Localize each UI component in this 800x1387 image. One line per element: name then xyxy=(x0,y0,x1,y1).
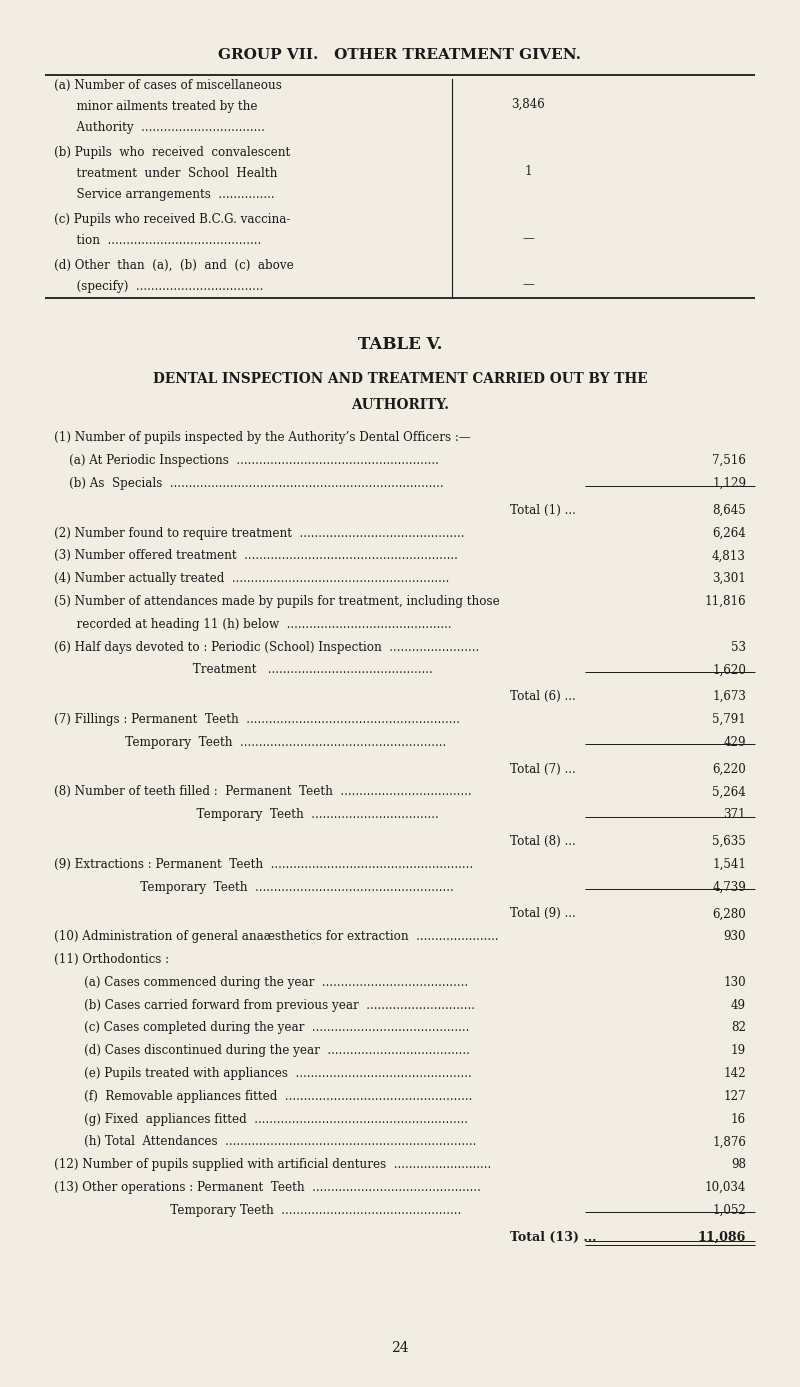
Text: DENTAL INSPECTION AND TREATMENT CARRIED OUT BY THE: DENTAL INSPECTION AND TREATMENT CARRIED … xyxy=(153,372,647,387)
Text: Temporary  Teeth  .......................................................: Temporary Teeth ........................… xyxy=(54,735,446,749)
Text: —: — xyxy=(522,232,534,244)
Text: 10,034: 10,034 xyxy=(705,1180,746,1194)
Text: Total (13) ...: Total (13) ... xyxy=(510,1230,597,1244)
Text: (10) Administration of general anaæsthetics for extraction  ....................: (10) Administration of general anaæsthet… xyxy=(54,931,498,943)
Text: (b) Cases carried forward from previous year  .............................: (b) Cases carried forward from previous … xyxy=(54,999,475,1011)
Text: Service arrangements  ...............: Service arrangements ............... xyxy=(54,189,274,201)
Text: 1,052: 1,052 xyxy=(712,1204,746,1216)
Text: 19: 19 xyxy=(731,1044,746,1057)
Text: 7,516: 7,516 xyxy=(712,454,746,467)
Text: (b) Pupils  who  received  convalescent: (b) Pupils who received convalescent xyxy=(54,146,290,160)
Text: Temporary  Teeth  .....................................................: Temporary Teeth ........................… xyxy=(54,881,454,893)
Text: 1,541: 1,541 xyxy=(712,857,746,871)
Text: 1,673: 1,673 xyxy=(712,691,746,703)
Text: (specify)  ..................................: (specify) ..............................… xyxy=(54,280,263,293)
Text: Temporary Teeth  ................................................: Temporary Teeth ........................… xyxy=(54,1204,462,1216)
Text: —: — xyxy=(522,277,534,291)
Text: (a) At Periodic Inspections  ...................................................: (a) At Periodic Inspections ............… xyxy=(54,454,439,467)
Text: 24: 24 xyxy=(391,1341,409,1355)
Text: GROUP VII.   OTHER TREATMENT GIVEN.: GROUP VII. OTHER TREATMENT GIVEN. xyxy=(218,49,582,62)
Text: tion  .........................................: tion ...................................… xyxy=(54,234,262,247)
Text: 6,220: 6,220 xyxy=(712,763,746,775)
Text: 1,876: 1,876 xyxy=(712,1136,746,1148)
Text: (8) Number of teeth filled :  Permanent  Teeth  ................................: (8) Number of teeth filled : Permanent T… xyxy=(54,785,472,799)
Text: Authority  .................................: Authority ..............................… xyxy=(54,121,265,135)
Text: 6,280: 6,280 xyxy=(712,907,746,921)
Text: 6,264: 6,264 xyxy=(712,527,746,540)
Text: minor ailments treated by the: minor ailments treated by the xyxy=(54,100,258,112)
Text: 130: 130 xyxy=(723,975,746,989)
Text: (11) Orthodontics :: (11) Orthodontics : xyxy=(54,953,169,965)
Text: AUTHORITY.: AUTHORITY. xyxy=(351,398,449,412)
Text: Total (6) ...: Total (6) ... xyxy=(510,691,576,703)
Text: TABLE V.: TABLE V. xyxy=(358,336,442,354)
Text: 5,791: 5,791 xyxy=(712,713,746,725)
Text: 3,846: 3,846 xyxy=(511,97,545,111)
Text: (a) Cases commenced during the year  .......................................: (a) Cases commenced during the year ....… xyxy=(54,975,468,989)
Text: 930: 930 xyxy=(723,931,746,943)
Text: (d) Other  than  (a),  (b)  and  (c)  above: (d) Other than (a), (b) and (c) above xyxy=(54,259,294,272)
Text: (9) Extractions : Permanent  Teeth  ............................................: (9) Extractions : Permanent Teeth ......… xyxy=(54,857,473,871)
Text: 4,813: 4,813 xyxy=(712,549,746,562)
Text: 1,129: 1,129 xyxy=(712,477,746,490)
Text: (7) Fillings : Permanent  Teeth  ...............................................: (7) Fillings : Permanent Teeth .........… xyxy=(54,713,460,725)
Text: 5,264: 5,264 xyxy=(712,785,746,799)
Text: (12) Number of pupils supplied with artificial dentures  .......................: (12) Number of pupils supplied with arti… xyxy=(54,1158,491,1171)
Text: (3) Number offered treatment  ..................................................: (3) Number offered treatment ...........… xyxy=(54,549,458,562)
Text: (e) Pupils treated with appliances  ............................................: (e) Pupils treated with appliances .....… xyxy=(54,1067,472,1080)
Text: (4) Number actually treated  ...................................................: (4) Number actually treated ............… xyxy=(54,571,450,585)
Text: (d) Cases discontinued during the year  ......................................: (d) Cases discontinued during the year .… xyxy=(54,1044,470,1057)
Text: (c) Pupils who received B.C.G. vaccina-: (c) Pupils who received B.C.G. vaccina- xyxy=(54,214,290,226)
Text: 429: 429 xyxy=(723,735,746,749)
Text: 16: 16 xyxy=(731,1112,746,1125)
Text: 53: 53 xyxy=(731,641,746,653)
Text: Total (9) ...: Total (9) ... xyxy=(510,907,576,921)
Text: 82: 82 xyxy=(731,1021,746,1035)
Text: (13) Other operations : Permanent  Teeth  ......................................: (13) Other operations : Permanent Teeth … xyxy=(54,1180,481,1194)
Text: Total (1) ...: Total (1) ... xyxy=(510,503,576,517)
Text: treatment  under  School  Health: treatment under School Health xyxy=(54,166,278,180)
Text: (5) Number of attendances made by pupils for treatment, including those: (5) Number of attendances made by pupils… xyxy=(54,595,500,608)
Text: (c) Cases completed during the year  ..........................................: (c) Cases completed during the year ....… xyxy=(54,1021,470,1035)
Text: 127: 127 xyxy=(723,1090,746,1103)
Text: 11,086: 11,086 xyxy=(698,1230,746,1244)
Text: Total (8) ...: Total (8) ... xyxy=(510,835,576,847)
Text: (f)  Removable appliances fitted  ..............................................: (f) Removable appliances fitted ........… xyxy=(54,1090,472,1103)
Text: (a) Number of cases of miscellaneous: (a) Number of cases of miscellaneous xyxy=(54,79,282,92)
Text: Temporary  Teeth  ..................................: Temporary Teeth ........................… xyxy=(54,809,438,821)
Text: 4,739: 4,739 xyxy=(712,881,746,893)
Text: 371: 371 xyxy=(723,809,746,821)
Text: recorded at heading 11 (h) below  ............................................: recorded at heading 11 (h) below .......… xyxy=(54,617,452,631)
Text: (6) Half days devoted to : Periodic (School) Inspection  .......................: (6) Half days devoted to : Periodic (Sch… xyxy=(54,641,479,653)
Text: 11,816: 11,816 xyxy=(704,595,746,608)
Text: 49: 49 xyxy=(731,999,746,1011)
Text: 98: 98 xyxy=(731,1158,746,1171)
Text: 5,635: 5,635 xyxy=(712,835,746,847)
Text: (g) Fixed  appliances fitted  ..................................................: (g) Fixed appliances fitted ............… xyxy=(54,1112,468,1125)
Text: Total (7) ...: Total (7) ... xyxy=(510,763,576,775)
Text: (2) Number found to require treatment  .........................................: (2) Number found to require treatment ..… xyxy=(54,527,465,540)
Text: 142: 142 xyxy=(723,1067,746,1080)
Text: (b) As  Specials  ..............................................................: (b) As Specials ........................… xyxy=(54,477,444,490)
Text: 3,301: 3,301 xyxy=(712,571,746,585)
Text: Treatment   ............................................: Treatment ..............................… xyxy=(54,663,433,677)
Text: 8,645: 8,645 xyxy=(712,503,746,517)
Text: 1: 1 xyxy=(524,165,532,178)
Text: 1,620: 1,620 xyxy=(712,663,746,677)
Text: (h) Total  Attendances  ........................................................: (h) Total Attendances ..................… xyxy=(54,1136,476,1148)
Text: (1) Number of pupils inspected by the Authority’s Dental Officers :—: (1) Number of pupils inspected by the Au… xyxy=(54,431,470,444)
